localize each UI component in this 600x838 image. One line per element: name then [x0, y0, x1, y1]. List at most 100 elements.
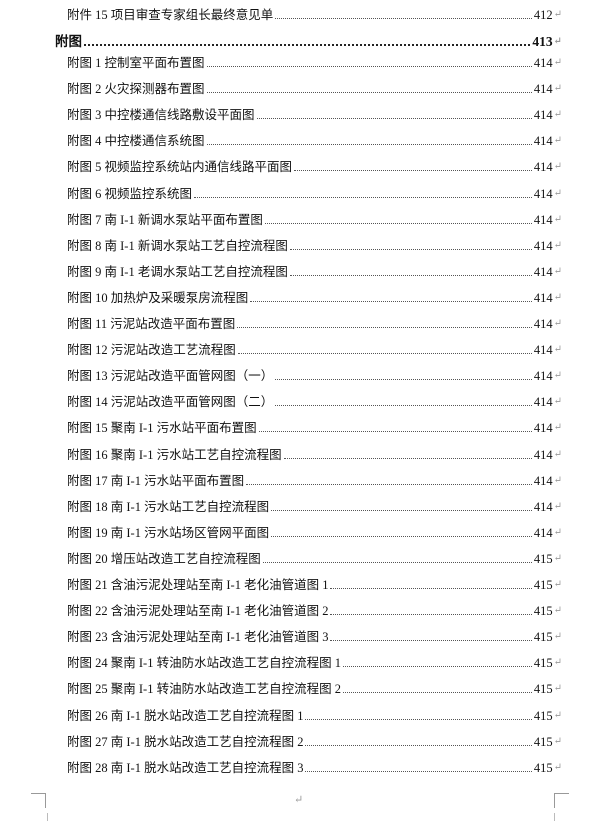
toc-page-number: 414 [533, 186, 553, 201]
toc-entry-title[interactable]: 附图 4 中控楼通信系统图 [67, 134, 205, 149]
dot-leader [330, 587, 532, 589]
toc-entry[interactable]: 附图 18 南 I-1 污水站工艺自控流程图 414 ↵ [67, 498, 562, 516]
toc-entry[interactable]: 附图 9 南 I-1 老调水泵站工艺自控流程图 414 ↵ [67, 263, 562, 281]
toc-entry-title[interactable]: 附图 28 南 I-1 脱水站改造工艺自控流程图 3 [67, 760, 304, 775]
margin-tick [554, 813, 555, 821]
toc-entry-title[interactable]: 附图 21 含油污泥处理站至南 I-1 老化油管道图 1 [67, 578, 329, 592]
toc-entry[interactable]: 附图 24 聚南 I-1 转油防水站改造工艺自控流程图 1 415 ↵ [67, 654, 562, 672]
toc-entry-title[interactable]: 附图 23 含油污泥处理站至南 I-1 老化油管道图 3 [67, 630, 329, 645]
toc-entry[interactable]: 附图 4 中控楼通信系统图 414 ↵ [67, 132, 562, 150]
dot-leader [275, 17, 532, 19]
toc-entry-title[interactable]: 附图 16 聚南 I-1 污水站工艺自控流程图 [67, 447, 282, 462]
toc-entry-title[interactable]: 附图 26 南 I-1 脱水站改造工艺自控流程图 1 [67, 708, 304, 723]
toc-entry-title[interactable]: 附图 17 南 I-1 污水站平面布置图 [67, 473, 245, 488]
paragraph-mark: ↵ [553, 135, 562, 147]
toc-entry-title[interactable]: 附图 11 污泥站改造平面布置图 [67, 317, 236, 331]
paragraph-mark: ↵ [553, 161, 562, 173]
toc-entry-title[interactable]: 附图 8 南 I-1 新调水泵站工艺自控流程图 [67, 238, 288, 253]
toc-entry[interactable]: 附图 21 含油污泥处理站至南 I-1 老化油管道图 1 415 ↵ [67, 576, 562, 594]
dot-leader [305, 744, 532, 746]
toc-entry-title[interactable]: 附图 22 含油污泥处理站至南 I-1 老化油管道图 2 [67, 604, 329, 619]
toc-entry[interactable]: 附图 20 增压站改造工艺自控流程图 415 ↵ [67, 550, 562, 568]
toc-entry[interactable]: 附图 25 聚南 I-1 转油防水站改造工艺自控流程图 2 415 ↵ [67, 680, 562, 698]
toc-entry-title[interactable]: 附图 2 火灾探测器布置图 [67, 82, 205, 97]
paragraph-mark: ↵ [553, 448, 562, 460]
dot-leader [84, 43, 531, 46]
paragraph-mark: ↵ [553, 370, 562, 382]
toc-page-number: 414 [533, 160, 553, 175]
toc-entry[interactable]: 附图 10 加热炉及采暖泵房流程图 414 ↵ [67, 289, 562, 307]
toc-page-number: 415 [533, 578, 553, 592]
paragraph-mark: ↵ [553, 265, 562, 277]
dot-leader [237, 326, 532, 328]
toc-entry-title[interactable]: 附图 10 加热炉及采暖泵房流程图 [67, 290, 249, 305]
toc-entry[interactable]: 附图 19 南 I-1 污水站场区管网平面图 414 ↵ [67, 524, 562, 542]
toc-entry-title[interactable]: 附图 9 南 I-1 老调水泵站工艺自控流程图 [67, 264, 288, 279]
dot-leader [289, 248, 532, 250]
toc-entry-title[interactable]: 附图 1 控制室平面布置图 [67, 56, 205, 70]
toc-entry[interactable]: 附图 23 含油污泥处理站至南 I-1 老化油管道图 3 415 ↵ [67, 628, 562, 646]
toc-entry-title[interactable]: 附图 24 聚南 I-1 转油防水站改造工艺自控流程图 1 [67, 656, 341, 671]
toc-entry[interactable]: 附图 8 南 I-1 新调水泵站工艺自控流程图 414 ↵ [67, 237, 562, 255]
toc-entry[interactable]: 附图 1 控制室平面布置图 414 ↵ [67, 54, 562, 72]
toc-entry-title[interactable]: 附图 18 南 I-1 污水站工艺自控流程图 [67, 499, 270, 514]
dot-leader [294, 169, 532, 172]
paragraph-mark: ↵ [553, 605, 562, 617]
toc-entry-title[interactable]: 附图 14 污泥站改造平面管网图（二） [67, 395, 274, 410]
paragraph-mark: ↵ [553, 187, 562, 199]
toc-entry[interactable]: 附图 12 污泥站改造工艺流程图 414 ↵ [67, 341, 562, 359]
toc-entry[interactable]: 附图 27 南 I-1 脱水站改造工艺自控流程图 2 415 ↵ [67, 733, 562, 751]
toc-entry-title[interactable]: 附图 19 南 I-1 污水站场区管网平面图 [67, 525, 270, 540]
toc-entry-title[interactable]: 附图 [55, 34, 82, 49]
toc-entry[interactable]: 附图 13 污泥站改造平面管网图（一） 414 ↵ [67, 367, 562, 385]
toc-page-number: 414 [533, 264, 553, 279]
dot-leader [246, 483, 532, 485]
toc-entry[interactable]: 附图 26 南 I-1 脱水站改造工艺自控流程图 1 415 ↵ [67, 707, 562, 725]
toc-page-number: 414 [533, 134, 553, 149]
toc-entry-title[interactable]: 附件 15 项目审查专家组长最终意见单 [67, 8, 274, 22]
dot-leader [237, 352, 532, 355]
toc-entry[interactable]: 附图 22 含油污泥处理站至南 I-1 老化油管道图 2 415 ↵ [67, 602, 562, 620]
paragraph-mark: ↵ [553, 109, 562, 121]
toc-entry[interactable]: 附图 2 火灾探测器布置图 414 ↵ [67, 80, 562, 98]
toc-entry[interactable]: 附图 5 视频监控系统站内通信线路平面图 414 ↵ [67, 158, 562, 176]
toc-entry[interactable]: 附件 15 项目审查专家组长最终意见单 412 ↵ [67, 6, 562, 24]
toc-entry-title[interactable]: 附图 7 南 I-1 新调水泵站平面布置图 [67, 212, 263, 227]
toc-section-heading[interactable]: 附图 413 ↵ [55, 33, 562, 51]
paragraph-mark: ↵ [553, 761, 562, 773]
page-corner-mark-right [554, 793, 569, 808]
toc-entry-title[interactable]: 附图 13 污泥站改造平面管网图（一） [67, 369, 274, 384]
toc-page-number: 414 [533, 369, 553, 384]
paragraph-mark: ↵ [553, 579, 562, 590]
dot-leader [275, 378, 532, 381]
toc-entry-title[interactable]: 附图 27 南 I-1 脱水站改造工艺自控流程图 2 [67, 734, 304, 749]
toc-entry[interactable]: 附图 16 聚南 I-1 污水站工艺自控流程图 414 ↵ [67, 446, 562, 464]
paragraph-mark: ↵ [553, 657, 562, 669]
dot-leader [289, 274, 532, 276]
paragraph-mark: ↵ [553, 396, 562, 408]
toc-entry[interactable]: 附图 7 南 I-1 新调水泵站平面布置图 414 ↵ [67, 211, 562, 229]
toc-entry-title[interactable]: 附图 20 增压站改造工艺自控流程图 [67, 551, 261, 566]
toc-entry-title[interactable]: 附图 6 视频监控系统图 [67, 186, 193, 201]
toc-entry-title[interactable]: 附图 15 聚南 I-1 污水站平面布置图 [67, 421, 257, 436]
toc-entry[interactable]: 附图 15 聚南 I-1 污水站平面布置图 414 ↵ [67, 419, 562, 437]
paragraph-mark: ↵ [553, 631, 562, 643]
toc-page-number: 412 [533, 8, 553, 22]
toc-entry-title[interactable]: 附图 5 视频监控系统站内通信线路平面图 [67, 160, 293, 175]
toc-entry-title[interactable]: 附图 25 聚南 I-1 转油防水站改造工艺自控流程图 2 [67, 682, 341, 697]
dot-leader [342, 691, 532, 694]
toc-entry[interactable]: 附图 28 南 I-1 脱水站改造工艺自控流程图 3 415 ↵ [67, 759, 562, 777]
toc-entry[interactable]: 附图 6 视频监控系统图 414 ↵ [67, 185, 562, 203]
toc-entry-title[interactable]: 附图 12 污泥站改造工艺流程图 [67, 343, 236, 358]
toc-entry[interactable]: 附图 14 污泥站改造平面管网图（二） 414 ↵ [67, 393, 562, 411]
toc-entry-title[interactable]: 附图 3 中控楼通信线路敷设平面图 [67, 108, 255, 123]
paragraph-mark: ↵ [553, 83, 562, 95]
toc-page-number: 414 [533, 499, 553, 514]
paragraph-mark: ↵ [553, 500, 562, 512]
dot-leader [342, 665, 532, 668]
toc-entry[interactable]: 附图 3 中控楼通信线路敷设平面图 414 ↵ [67, 106, 562, 124]
toc-entry[interactable]: 附图 17 南 I-1 污水站平面布置图 414 ↵ [67, 472, 562, 490]
dot-leader [262, 561, 532, 563]
dot-leader [194, 196, 532, 198]
toc-entry[interactable]: 附图 11 污泥站改造平面布置图 414 ↵ [67, 315, 562, 333]
